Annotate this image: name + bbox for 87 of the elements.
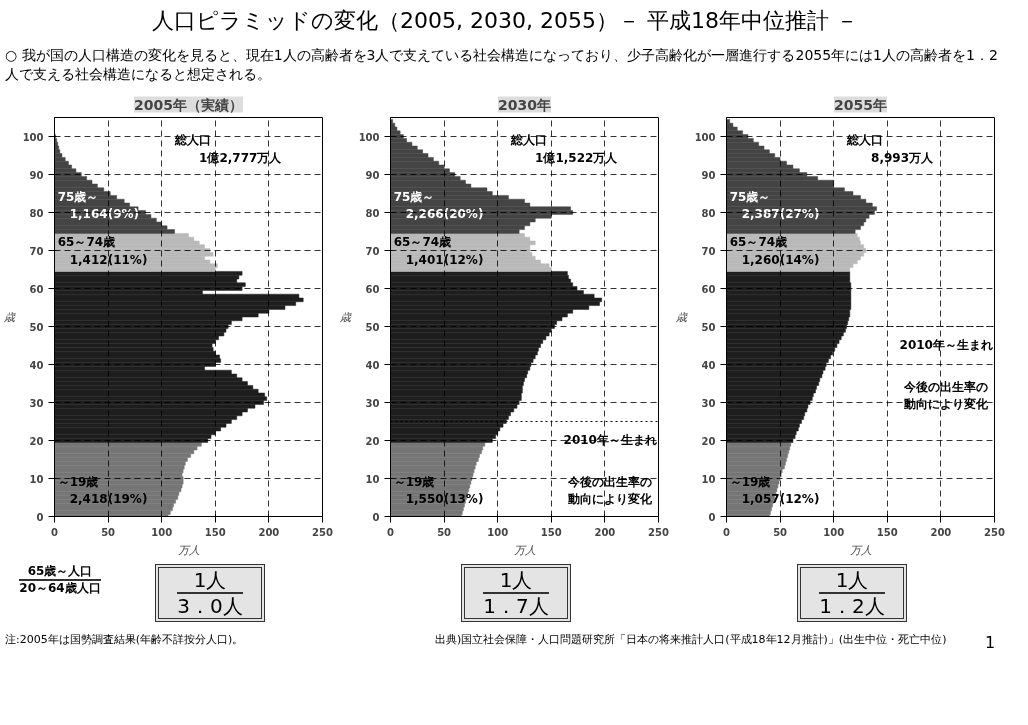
x-tick-label: 150 bbox=[876, 526, 898, 538]
text: 1人 bbox=[177, 568, 243, 595]
x-tick-label: 200 bbox=[258, 526, 280, 538]
x-axis-title: 万人 bbox=[513, 543, 536, 557]
annotation: 今後の出生率の動向により変化 bbox=[903, 379, 990, 412]
y-tick-label: 40 bbox=[29, 359, 44, 371]
x-tick-label: 100 bbox=[151, 526, 173, 538]
x-tick-label: 250 bbox=[312, 526, 333, 538]
x-tick-label: 250 bbox=[648, 526, 669, 538]
y-tick-label: 80 bbox=[701, 207, 716, 219]
annotation: ～19歳 1,057(12%) bbox=[729, 474, 820, 507]
annotation: 75歳～ 1,164(9%) bbox=[57, 189, 140, 222]
y-tick-label: 50 bbox=[701, 321, 716, 333]
annotation: 75歳～ 2,387(27%) bbox=[729, 189, 820, 222]
y-tick-label: 10 bbox=[701, 473, 716, 485]
y-tick-label: 70 bbox=[29, 245, 44, 257]
chart-title: 2030年 bbox=[498, 96, 551, 113]
y-axis-title: 歳 bbox=[675, 310, 689, 324]
y-tick-label: 10 bbox=[29, 473, 44, 485]
source-note: 出典)国立社会保障・人口問題研究所「日本の将来推計人口(平成18年12月推計)」(出生中位・死亡中位) bbox=[435, 632, 947, 648]
annotation: 2010年～生まれ bbox=[899, 338, 993, 353]
chart-title: 2055年 bbox=[834, 96, 887, 113]
x-tick-label: 0 bbox=[387, 526, 395, 538]
x-axis-title: 万人 bbox=[177, 543, 200, 557]
y-axis-title: 歳 bbox=[339, 310, 353, 324]
x-tick-label: 250 bbox=[984, 526, 1005, 538]
y-tick-label: 80 bbox=[29, 207, 44, 219]
y-tick-label: 0 bbox=[708, 511, 716, 523]
y-tick-label: 60 bbox=[701, 283, 716, 295]
x-tick-label: 0 bbox=[51, 526, 59, 538]
x-tick-label: 50 bbox=[101, 526, 116, 538]
y-tick-label: 80 bbox=[365, 207, 380, 219]
annotation: 65～74歳 1,401(12%) bbox=[393, 235, 484, 267]
text: 人口ピラミッドの変化（2005, 2030, 2055）－ 平成18年中位推計 － bbox=[152, 7, 858, 35]
y-tick-label: 100 bbox=[22, 131, 44, 143]
y-tick-label: 60 bbox=[29, 283, 44, 295]
x-tick-label: 200 bbox=[930, 526, 952, 538]
x-axis-title: 万人 bbox=[849, 543, 872, 557]
y-tick-label: 20 bbox=[29, 435, 44, 447]
annotation: 総人口 1億2,777万人 bbox=[174, 133, 283, 166]
x-tick-label: 50 bbox=[773, 526, 788, 538]
y-tick-label: 100 bbox=[694, 131, 716, 143]
x-tick-label: 100 bbox=[823, 526, 845, 538]
text: 1人 bbox=[819, 568, 885, 595]
annotation: 総人口 1億1,522万人 bbox=[510, 133, 619, 166]
x-tick-label: 50 bbox=[437, 526, 452, 538]
y-tick-label: 60 bbox=[365, 283, 380, 295]
text: 20～64歳人口 bbox=[19, 580, 101, 595]
text: 注:2005年は国勢調査結果(年齢不詳按分人口)。 bbox=[5, 632, 244, 648]
text: 65歳～人口 bbox=[19, 564, 101, 581]
x-tick-label: 150 bbox=[540, 526, 562, 538]
x-tick-label: 150 bbox=[204, 526, 226, 538]
annotation: ～19歳 2,418(19%) bbox=[57, 474, 148, 507]
text: 1．7人 bbox=[483, 594, 549, 619]
y-tick-label: 70 bbox=[365, 245, 380, 257]
x-tick-label: 200 bbox=[594, 526, 616, 538]
y-tick-label: 90 bbox=[29, 169, 44, 181]
y-tick-label: 20 bbox=[701, 435, 716, 447]
y-tick-label: 30 bbox=[365, 397, 380, 409]
y-tick-label: 90 bbox=[701, 169, 716, 181]
text: 1人 bbox=[483, 568, 549, 595]
y-tick-label: 40 bbox=[701, 359, 716, 371]
y-tick-label: 0 bbox=[36, 511, 44, 523]
annotation: 今後の出生率の動向により変化 bbox=[567, 474, 654, 507]
annotation: 総人口 8,993万人 bbox=[846, 133, 935, 166]
y-tick-label: 100 bbox=[358, 131, 380, 143]
text: 1．2人 bbox=[819, 594, 885, 619]
y-tick-label: 90 bbox=[365, 169, 380, 181]
y-tick-label: 30 bbox=[701, 397, 716, 409]
x-tick-label: 0 bbox=[723, 526, 731, 538]
text: 3．0人 bbox=[177, 594, 243, 619]
chart-title: 2005年（実績） bbox=[134, 96, 243, 113]
y-tick-label: 70 bbox=[701, 245, 716, 257]
y-tick-label: 0 bbox=[372, 511, 380, 523]
y-tick-label: 50 bbox=[365, 321, 380, 333]
text: 1 bbox=[985, 632, 996, 655]
annotation: 65～74歳 1,260(14%) bbox=[729, 235, 820, 267]
text: ○ 我が国の人口構造の変化を見ると、現在1人の高齢者を3人で支えている社会構造になっており、少子高齢化が一層進行する2055年には1人の高齢者を1．2人で支える社会構造になると想定される。 bbox=[5, 46, 999, 85]
y-tick-label: 40 bbox=[365, 359, 380, 371]
annotation: 65～74歳 1,412(11%) bbox=[57, 235, 148, 267]
y-axis-title: 歳 bbox=[3, 310, 17, 324]
y-tick-label: 30 bbox=[29, 397, 44, 409]
y-tick-label: 10 bbox=[365, 473, 380, 485]
y-tick-label: 50 bbox=[29, 321, 44, 333]
x-tick-label: 100 bbox=[487, 526, 509, 538]
y-tick-label: 20 bbox=[365, 435, 380, 447]
annotation: 75歳～ 2,266(20%) bbox=[393, 189, 484, 222]
